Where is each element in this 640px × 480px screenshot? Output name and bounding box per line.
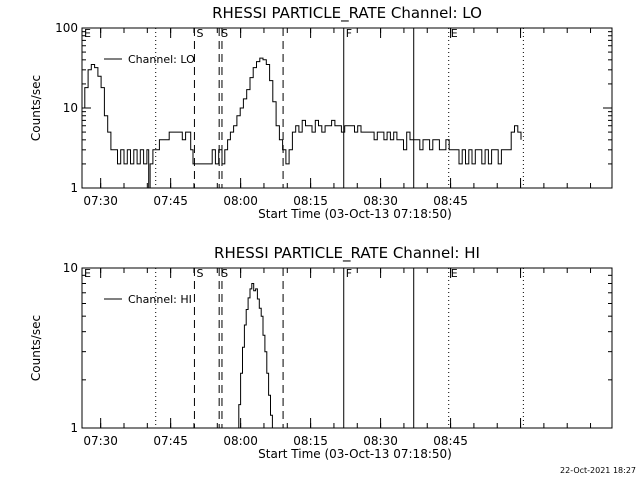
event-marker-label: E — [451, 267, 458, 280]
x-tick-label: 08:15 — [293, 194, 328, 208]
x-axis-label: Start Time (03-Oct-13 07:18:50) — [258, 447, 452, 461]
x-tick-label: 08:30 — [363, 194, 398, 208]
y-axis-label: Counts/sec — [29, 75, 43, 141]
chart-title: RHESSI PARTICLE_RATE Channel: HI — [214, 244, 480, 263]
plot-frame — [81, 267, 613, 429]
event-marker-label: S — [221, 27, 228, 40]
legend-label: Channel: HI — [128, 293, 192, 306]
x-tick-label: 07:30 — [83, 194, 118, 208]
series-line-channel-hi — [237, 283, 273, 429]
event-marker-label: E — [451, 27, 458, 40]
x-tick-label: 08:45 — [433, 434, 468, 448]
chart-panel-2: RHESSI PARTICLE_RATE Channel: HI 1 10 Count… — [29, 244, 613, 461]
y-tick-label: 10 — [63, 261, 78, 275]
event-marker-label: E — [84, 267, 91, 280]
event-marker-label: S — [221, 267, 228, 280]
x-tick-label: 08:30 — [363, 434, 398, 448]
x-tick-label: 08:45 — [433, 194, 468, 208]
y-tick-label: 1 — [70, 421, 78, 435]
footer-timestamp: 22-Oct-2021 18:27 — [560, 466, 636, 475]
y-tick-label: 10 — [63, 101, 78, 115]
x-tick-label: 07:45 — [153, 194, 188, 208]
event-marker-label: F — [346, 27, 352, 40]
event-marker-label: F — [346, 267, 352, 280]
y-tick-label: 1 — [70, 181, 78, 195]
series-line-channel-lo — [82, 57, 522, 189]
x-tick-label: 07:45 — [153, 434, 188, 448]
chart-title: RHESSI PARTICLE_RATE Channel: LO — [212, 4, 482, 23]
x-tick-label: 07:30 — [83, 434, 118, 448]
plot-frame — [81, 27, 613, 189]
y-tick-label: 100 — [55, 21, 78, 35]
event-marker-label: S — [196, 27, 203, 40]
x-axis-label: Start Time (03-Oct-13 07:18:50) — [258, 207, 452, 221]
event-marker-label: S — [196, 267, 203, 280]
x-tick-label: 08:15 — [293, 434, 328, 448]
x-tick-label: 08:00 — [223, 434, 258, 448]
x-tick-label: 08:00 — [223, 194, 258, 208]
legend-label: Channel: LO — [128, 53, 195, 66]
event-marker-label: E — [84, 27, 91, 40]
chart-panel-1: RHESSI PARTICLE_RATE Channel: LO 1 10 100 Co… — [29, 4, 613, 221]
y-axis-label: Counts/sec — [29, 315, 43, 381]
